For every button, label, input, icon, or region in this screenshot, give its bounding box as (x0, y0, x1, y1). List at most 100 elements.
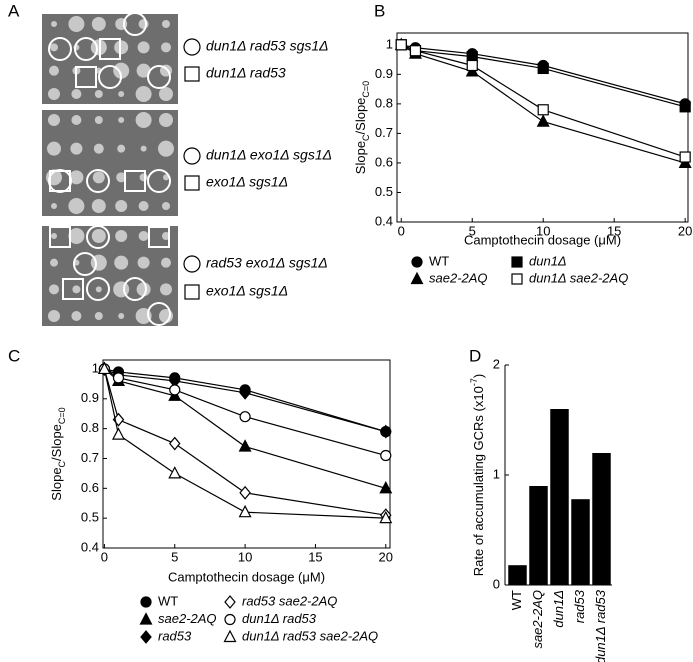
colony (94, 312, 103, 320)
marker (238, 504, 252, 518)
y-tick-label: 0.5 (375, 184, 393, 199)
colony (160, 283, 172, 296)
y-tick-label: 0.4 (375, 213, 393, 228)
y-tick-label: 0 (493, 576, 500, 591)
marker (466, 59, 478, 72)
overlay-circle (74, 37, 98, 61)
legend-label: sae2-2AQ (429, 270, 488, 285)
marker (168, 436, 181, 451)
colony (138, 19, 149, 29)
colony (48, 88, 60, 100)
colony (158, 140, 174, 157)
colony (48, 114, 60, 126)
overlay-circle (73, 252, 97, 276)
colony (139, 173, 148, 182)
legend-label: sae2-2AQ (158, 611, 217, 626)
panel-label: C (8, 346, 20, 365)
overlay-square (99, 38, 121, 60)
colony (118, 117, 125, 123)
y-axis-label: SlopeC/SlopeC=0 (49, 407, 67, 500)
colony (118, 313, 125, 319)
marker (679, 101, 691, 113)
overlay-square (49, 170, 71, 192)
colony (68, 198, 85, 214)
x-tick-label: dun1Δ rad53 (593, 589, 608, 662)
y-axis-label: Rate of accumulating GCRs (x10-7) (469, 374, 486, 576)
colony (94, 116, 103, 124)
panel-a: dun1Δ rad53 sgs1Δ dun1Δ rad53 dun1Δ exo1Δ … (42, 12, 332, 326)
y-tick-label: 0.5 (81, 510, 99, 525)
overlay-square (62, 278, 84, 300)
colony (70, 142, 83, 155)
marker (379, 481, 393, 494)
series-line (401, 44, 686, 108)
y-tick-label: 0.8 (81, 420, 99, 435)
y-axis-label-part: /Slope (353, 98, 368, 135)
y-axis-label-part: C (361, 134, 371, 141)
legend-label: dun1Δ (529, 253, 567, 268)
plate-image (42, 226, 178, 326)
overlay-circle (123, 12, 147, 36)
colony (71, 89, 82, 99)
colony (135, 112, 152, 128)
colony (136, 282, 151, 297)
x-axis-label: Camptothecin dosage (μM) (464, 232, 621, 247)
legend-label: rad53 sae2-2AQ (242, 593, 337, 608)
y-axis-label: SlopeC/SlopeC=0 (353, 81, 371, 174)
colony (140, 145, 147, 152)
colony (136, 63, 151, 78)
y-axis-label-part: /Slope (49, 424, 64, 461)
y-axis-label-part: Slope (353, 141, 368, 174)
x-tick-label: 5 (171, 549, 178, 564)
y-tick-label: 1 (493, 466, 500, 481)
colony (138, 231, 149, 241)
colony (91, 199, 106, 213)
colony (114, 255, 129, 270)
marker (395, 39, 407, 51)
colony (68, 16, 85, 32)
panel-label: B (374, 1, 385, 20)
legend-label: dun1Δ rad53 (206, 65, 286, 81)
legend-circle (183, 147, 201, 165)
y-tick-label: 1 (92, 360, 99, 375)
y-axis-label-part: Rate of accumulating GCRs (x10 (471, 386, 486, 576)
colony (51, 21, 57, 27)
colony (72, 285, 81, 294)
colony (116, 172, 127, 183)
marker (169, 384, 181, 396)
colony (162, 20, 170, 28)
colony (49, 284, 59, 295)
bar (592, 453, 611, 585)
x-tick-label: 15 (607, 223, 621, 238)
x-tick-label: 5 (469, 223, 476, 238)
marker (239, 385, 251, 400)
overlay-square (49, 226, 71, 248)
colony (91, 17, 106, 31)
marker (379, 424, 392, 439)
legend-label: dun1Δ rad53 sgs1Δ (206, 38, 329, 54)
x-axis-label: Camptothecin dosage (μM) (168, 569, 325, 584)
overlay-circle (147, 169, 171, 193)
colony (161, 42, 171, 53)
colony (50, 258, 58, 267)
marker (168, 466, 182, 479)
colony (159, 87, 173, 101)
overlay-circle (86, 169, 110, 193)
y-tick-label: 0.4 (81, 539, 99, 554)
colony (47, 141, 61, 156)
x-tick-label: WT (509, 590, 524, 610)
colony (91, 229, 106, 243)
colony (115, 230, 128, 242)
legend-label: exo1Δ sgs1Δ (206, 283, 288, 299)
marker (111, 427, 125, 440)
y-axis-label-part: C (57, 460, 67, 467)
y-tick-label: 0.7 (81, 450, 99, 465)
plate-image (42, 110, 178, 216)
marker (239, 411, 251, 423)
colony (113, 62, 130, 79)
colony (117, 144, 126, 153)
plot-frame (396, 32, 689, 223)
y-axis-label-part: ) (471, 374, 486, 378)
colony (137, 256, 150, 269)
